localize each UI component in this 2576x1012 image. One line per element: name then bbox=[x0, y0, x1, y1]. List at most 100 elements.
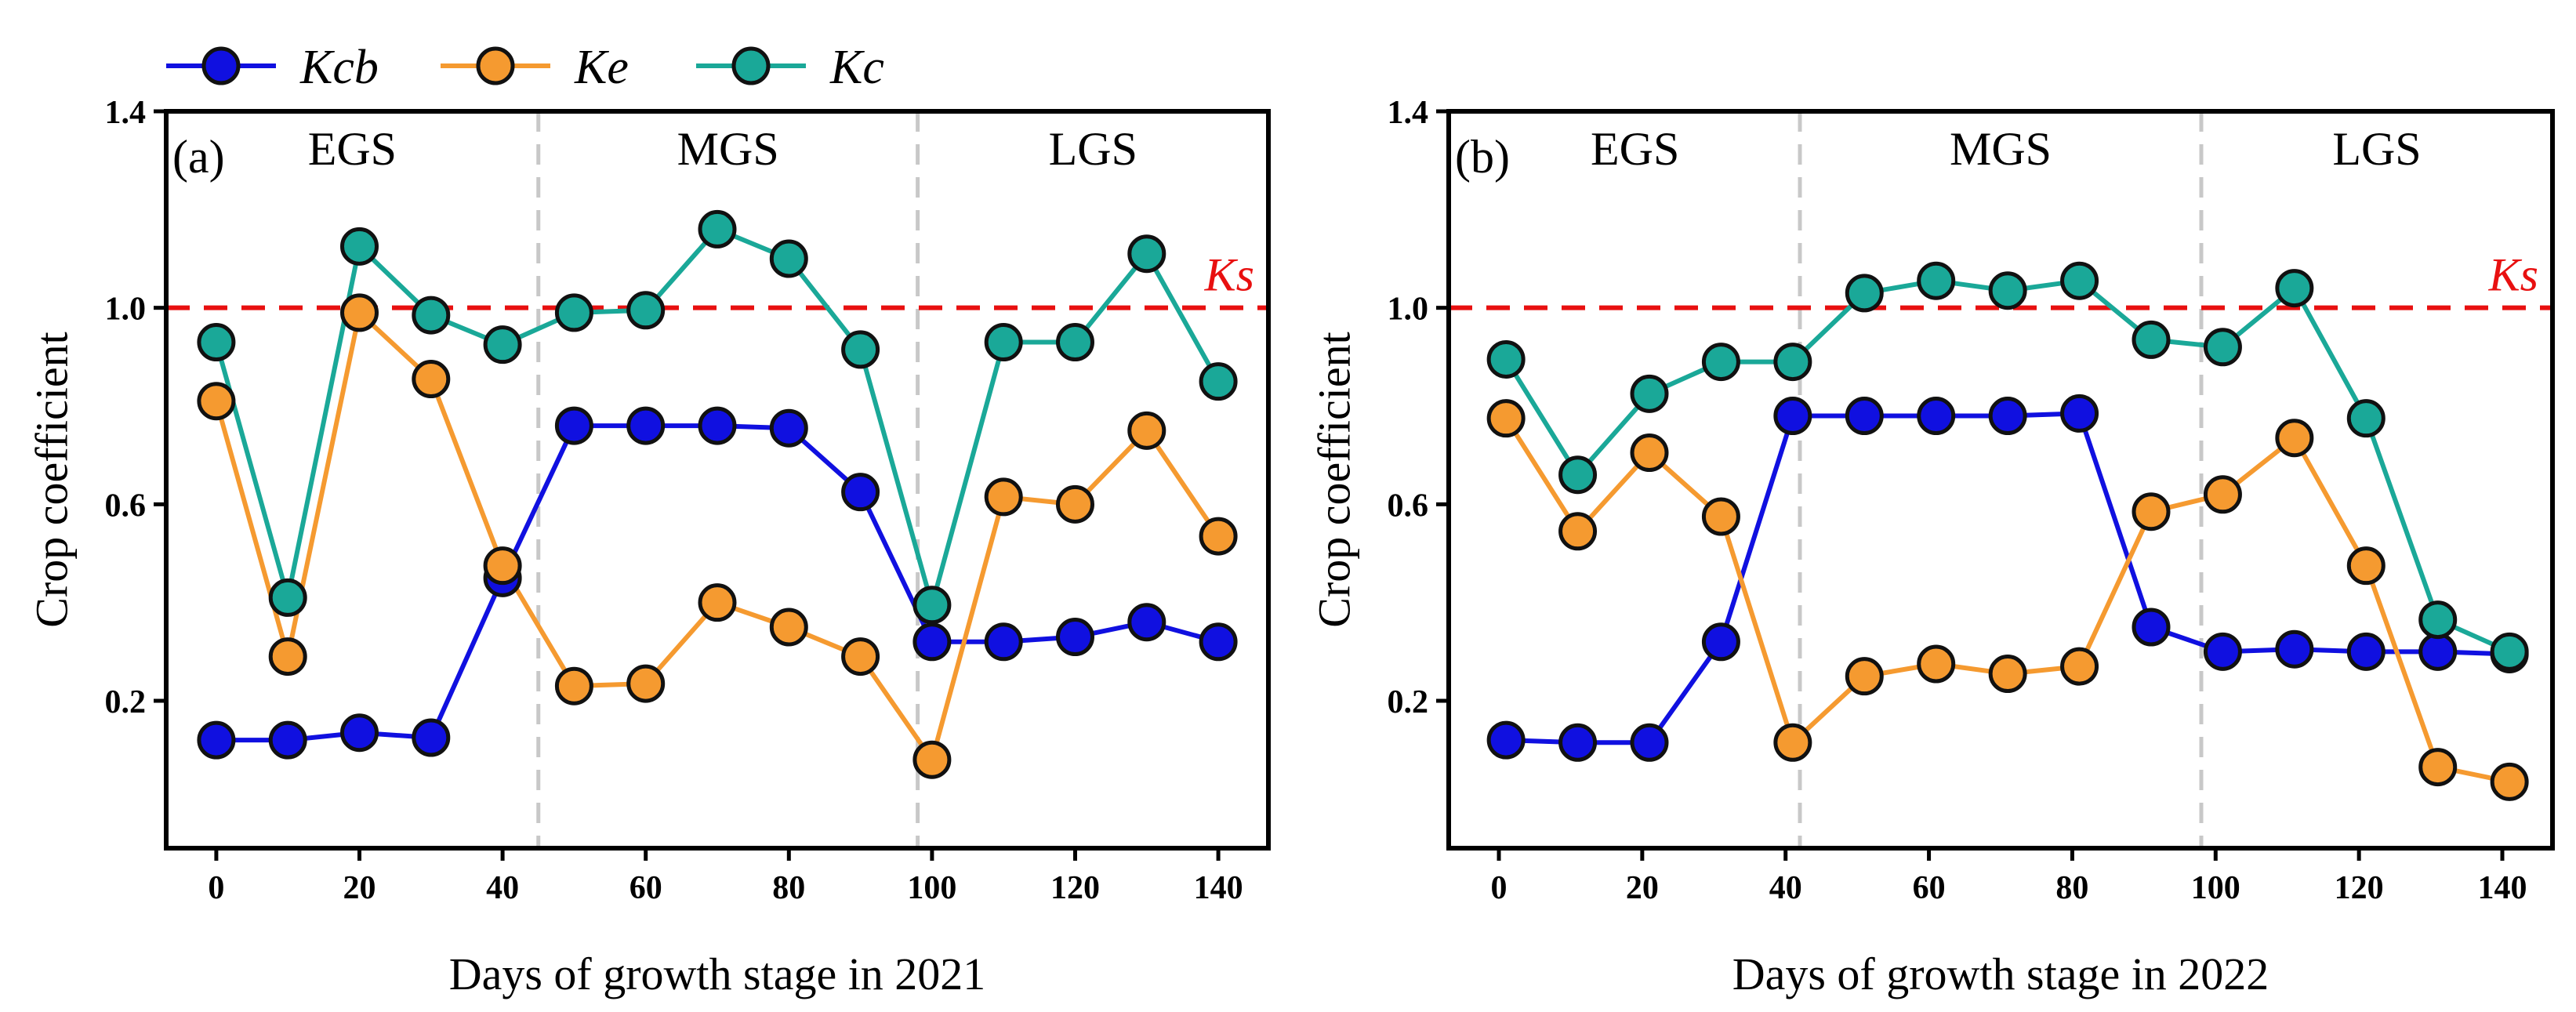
y-tick-label: 0.6 bbox=[105, 488, 147, 524]
x-axis-title: Days of growth stage in 2021 bbox=[449, 949, 986, 999]
stage-label-mgs: MGS bbox=[1950, 123, 2052, 175]
data-point-kc bbox=[1701, 343, 1740, 382]
data-point-kcb bbox=[1917, 397, 1956, 436]
data-point-kcb bbox=[698, 406, 737, 445]
x-tick-label: 100 bbox=[907, 870, 956, 906]
plot-frame bbox=[164, 109, 1271, 851]
y-tick-label: 0.2 bbox=[105, 684, 147, 720]
data-point-ke bbox=[1127, 411, 1166, 450]
legend: Kcb Ke Kc bbox=[166, 41, 884, 94]
panel-a: Ks 0 20 40 60 80 100 120 140 0.2 0.6 1.0 1.4 Days of … bbox=[26, 95, 1271, 999]
data-point-ke bbox=[1199, 517, 1238, 556]
data-point-ke bbox=[841, 637, 880, 676]
data-point-kc bbox=[1630, 374, 1669, 413]
data-point-kc bbox=[197, 323, 236, 362]
x-tick-label: 20 bbox=[1626, 870, 1659, 906]
data-point-kcb bbox=[1773, 397, 1812, 436]
y-tick-label: 1.4 bbox=[1388, 95, 1429, 131]
data-point-kc bbox=[268, 578, 307, 617]
ks-label: Ks bbox=[1204, 249, 1254, 301]
data-point-kcb bbox=[912, 622, 952, 662]
data-point-kc bbox=[2418, 600, 2458, 640]
y-axis-title: Crop coefficient bbox=[1308, 332, 1359, 627]
data-point-ke bbox=[1630, 433, 1669, 473]
stage-label-mgs: MGS bbox=[677, 123, 779, 175]
data-point-kcb bbox=[2203, 632, 2242, 671]
stage-label-lgs: LGS bbox=[2332, 123, 2421, 175]
data-point-ke bbox=[1917, 644, 1956, 684]
data-point-ke bbox=[626, 664, 666, 703]
legend-marker-ke bbox=[476, 46, 515, 85]
data-point-kcb bbox=[1988, 397, 2027, 436]
data-point-ke bbox=[2203, 475, 2242, 514]
data-point-ke bbox=[2490, 762, 2529, 801]
panel-label: (b) bbox=[1455, 131, 1510, 183]
data-point-ke bbox=[2275, 419, 2314, 458]
x-axis-title: Days of growth stage in 2022 bbox=[1732, 949, 2269, 999]
data-point-kc bbox=[1773, 343, 1812, 382]
data-point-ke bbox=[769, 608, 808, 647]
data-point-ke bbox=[2346, 546, 2386, 586]
stage-label-egs: EGS bbox=[308, 123, 397, 175]
data-point-ke bbox=[340, 293, 379, 332]
data-point-ke bbox=[2418, 748, 2458, 787]
data-point-ke bbox=[1486, 399, 1526, 438]
data-point-kc bbox=[2060, 261, 2099, 300]
x-tick-label: 40 bbox=[486, 870, 519, 906]
data-point-kc bbox=[2275, 269, 2314, 308]
stage-label-egs: EGS bbox=[1591, 123, 1679, 175]
data-point-kc bbox=[554, 293, 593, 332]
legend-marker-kc bbox=[731, 46, 771, 85]
series-line-ke bbox=[214, 310, 1221, 763]
data-point-kc bbox=[2132, 320, 2171, 359]
data-point-ke bbox=[1988, 655, 2027, 694]
data-point-kcb bbox=[197, 720, 236, 760]
data-point-kc bbox=[841, 330, 880, 369]
x-tick-label: 80 bbox=[2055, 870, 2088, 906]
y-tick-label: 0.6 bbox=[1388, 488, 1429, 524]
data-point-kcb bbox=[2346, 632, 2386, 671]
data-point-kc bbox=[698, 209, 737, 248]
data-point-kcb bbox=[1845, 397, 1884, 436]
data-point-ke bbox=[1055, 484, 1094, 524]
x-tick-label: 0 bbox=[1491, 870, 1508, 906]
data-point-kcb bbox=[984, 622, 1023, 662]
data-point-ke bbox=[554, 666, 593, 705]
data-point-kcb bbox=[1701, 622, 1740, 662]
data-point-kc bbox=[1127, 234, 1166, 274]
data-point-ke bbox=[1845, 657, 1884, 696]
data-point-kcb bbox=[769, 408, 808, 448]
data-point-kcb bbox=[412, 718, 451, 757]
data-point-kc bbox=[769, 239, 808, 278]
data-point-ke bbox=[698, 583, 737, 622]
data-point-kc bbox=[483, 325, 522, 365]
data-point-kc bbox=[2203, 328, 2242, 367]
data-point-kcb bbox=[1199, 622, 1238, 662]
data-point-ke bbox=[2060, 647, 2099, 686]
data-point-kc bbox=[984, 323, 1023, 362]
panel-label: (a) bbox=[172, 131, 225, 183]
series-line-kcb bbox=[216, 423, 1219, 743]
data-point-ke bbox=[984, 477, 1023, 517]
panel-b: Ks 0 20 40 60 80 100 120 140 0.2 0.6 1.0 1.4 Days of … bbox=[1308, 95, 2555, 999]
data-point-kcb bbox=[2275, 629, 2314, 669]
x-tick-label: 120 bbox=[2335, 870, 2384, 906]
data-point-kcb bbox=[1630, 723, 1669, 762]
data-point-kc bbox=[1845, 274, 1884, 313]
x-tick-label: 80 bbox=[772, 870, 805, 906]
data-point-ke bbox=[483, 546, 522, 586]
x-tick-label: 60 bbox=[629, 870, 662, 906]
x-tick-label: 40 bbox=[1769, 870, 1802, 906]
x-tick-label: 100 bbox=[2191, 870, 2240, 906]
data-point-kc bbox=[1486, 339, 1526, 379]
data-point-kcb bbox=[2132, 608, 2171, 647]
data-point-kcb bbox=[268, 720, 307, 760]
plot-frame bbox=[1446, 109, 2555, 851]
x-tick-label: 20 bbox=[343, 870, 376, 906]
data-point-kcb bbox=[340, 713, 379, 753]
data-point-kcb bbox=[841, 473, 880, 512]
data-point-kcb bbox=[2060, 394, 2099, 433]
legend-label-kcb: Kcb bbox=[299, 41, 379, 94]
data-point-kc bbox=[912, 586, 952, 625]
